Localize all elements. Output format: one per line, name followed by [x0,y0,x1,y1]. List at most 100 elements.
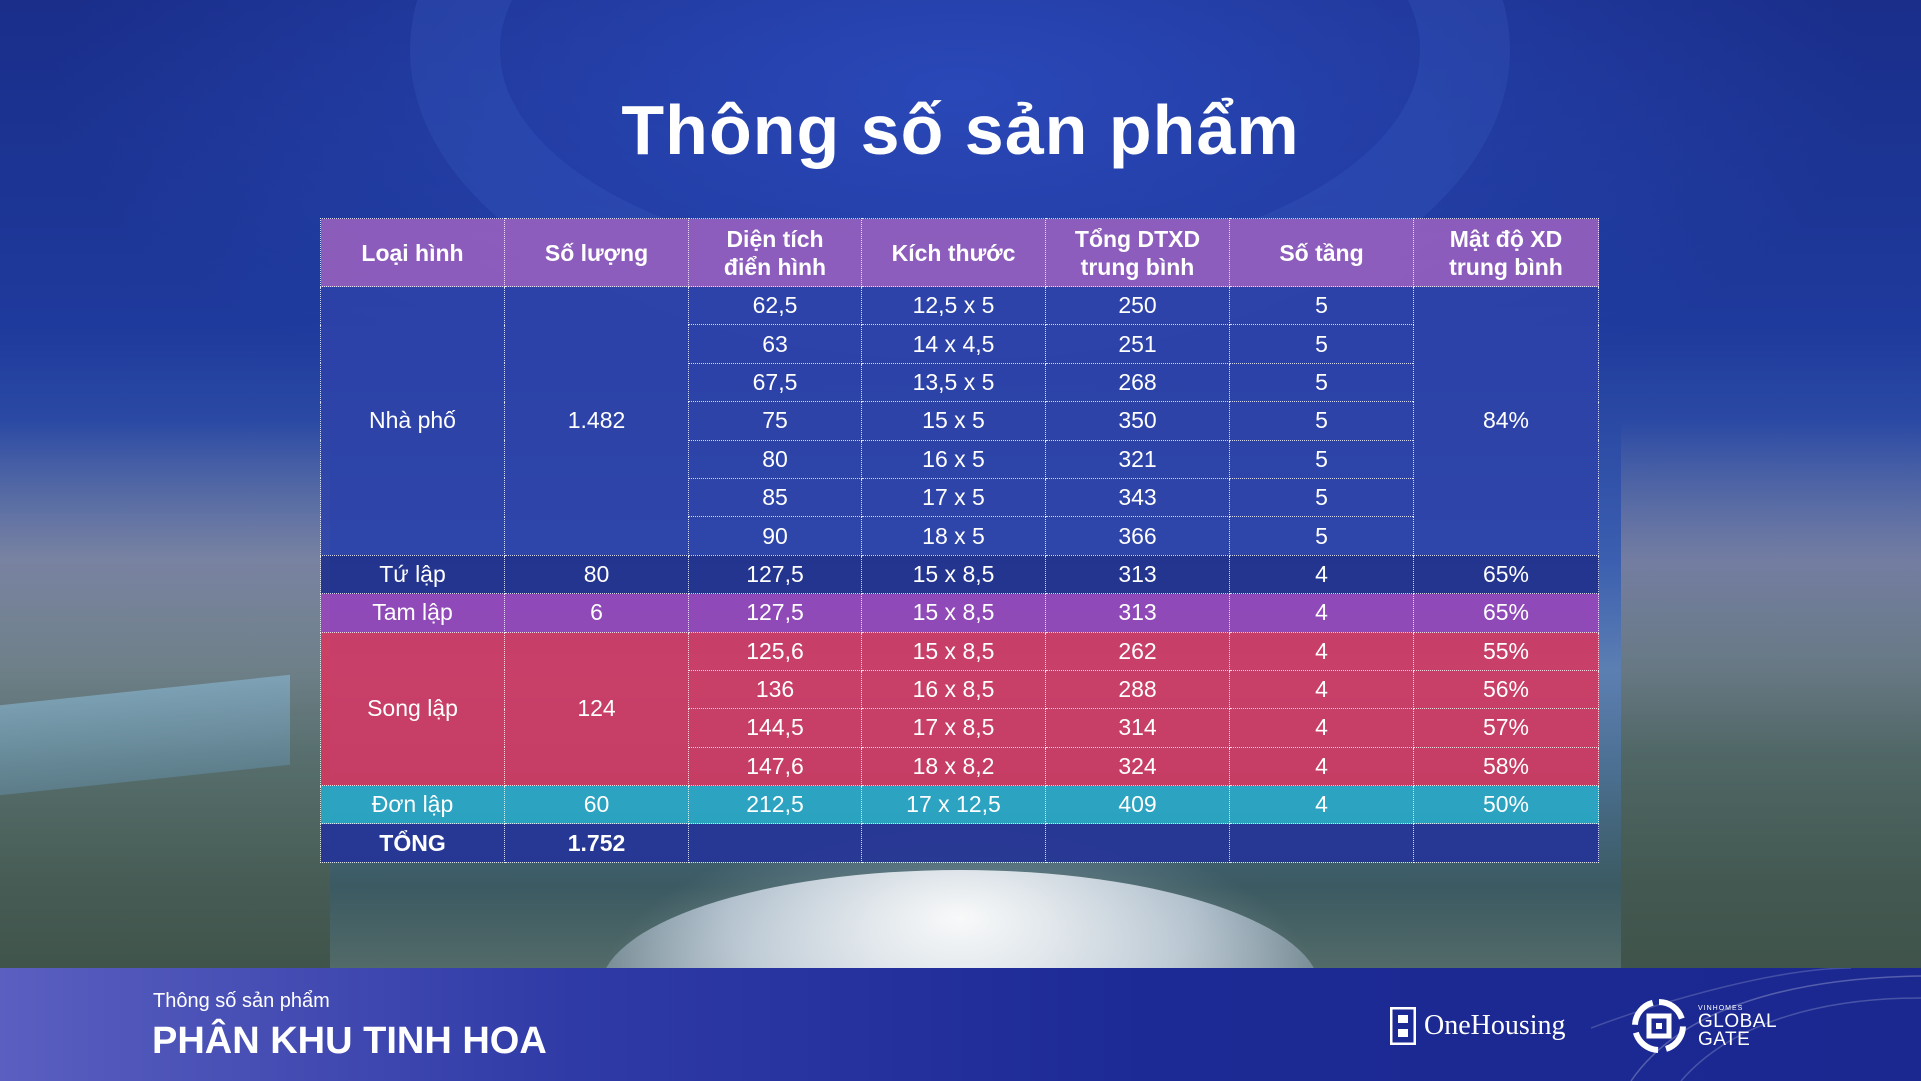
table-row: 75 15 x 5 350 5 [321,401,1599,441]
header-density-line2: trung bình [1449,253,1563,280]
global-gate-wordmark: VINHOMES GLOBAL GATE [1698,1004,1777,1049]
floors-cell: 5 [1229,285,1414,326]
total-quantity: 1.752 [504,823,689,863]
empty-cell [1229,823,1414,863]
total-cell: 268 [1045,362,1230,403]
total-cell: 250 [1045,285,1230,326]
table-row: 90 18 x 5 366 5 [321,516,1599,556]
table-header-row: Loại hình Số lượng Diện tích điển hình Kí… [320,218,1599,287]
area-cell: 144,5 [688,708,862,748]
floors-cell: 5 [1229,516,1414,556]
header-density-line1: Mật độ XD [1449,225,1563,252]
type-cell: Tứ lập [320,554,505,595]
onehousing-icon [1390,1007,1416,1045]
table-row: Tam lập 6 127,5 15 x 8,5 313 4 65% [320,593,1599,633]
type-cell: Nhà phố [320,286,505,556]
empty-cell [1413,823,1599,863]
total-cell: 343 [1045,477,1230,518]
empty-cell [688,823,862,863]
area-cell: 62,5 [688,285,862,326]
total-cell: 313 [1045,593,1230,633]
floors-cell: 4 [1229,746,1414,787]
floors-cell: 4 [1229,785,1414,825]
onehousing-logo: OneHousing [1390,1006,1566,1046]
density-cell: 58% [1413,746,1599,787]
area-cell: 63 [688,324,862,364]
vinhomes-global-gate-logo: VINHOMES GLOBAL GATE [1628,998,1777,1054]
total-cell: 262 [1045,631,1230,671]
area-cell: 75 [688,401,862,441]
size-cell: 15 x 8,5 [861,554,1046,595]
density-cell: 65% [1413,593,1599,633]
footer-subtitle: Thông số sản phẩm [153,990,330,1012]
quantity-cell: 60 [504,785,689,825]
size-cell: 17 x 8,5 [861,708,1046,748]
total-cell: 313 [1045,554,1230,595]
area-cell: 147,6 [688,746,862,787]
header-total: Tổng DTXD trung bình [1045,218,1230,287]
table-row: Song lập 124 125,6 15 x 8,5 262 4 55% [320,631,1599,787]
floors-cell: 4 [1229,669,1414,710]
table-row: 63 14 x 4,5 251 5 [321,324,1599,364]
product-spec-table: Loại hình Số lượng Diện tích điển hình Kí… [320,218,1599,863]
density-cell: 50% [1413,785,1599,825]
size-cell: 15 x 8,5 [861,631,1046,671]
size-cell: 18 x 5 [861,516,1046,556]
total-cell: 314 [1045,708,1230,748]
quantity-cell: 124 [504,631,689,787]
header-total-line2: trung bình [1080,253,1195,280]
density-cell: 84% [1413,286,1599,556]
floors-cell: 5 [1229,401,1414,441]
table-row: Đơn lập 60 212,5 17 x 12,5 409 4 50% [320,785,1599,825]
footer-arc-decoration [1591,968,1921,1081]
size-cell: 17 x 12,5 [861,785,1046,825]
total-label: TỔNG [320,823,505,863]
floors-cell: 5 [1229,324,1414,364]
table-row: 136 16 x 8,5 288 4 56% [321,669,1599,710]
onehousing-wordmark: OneHousing [1424,1010,1566,1041]
floors-cell: 5 [1229,477,1414,518]
gate-label: GATE [1698,1028,1751,1050]
size-cell: 13,5 x 5 [861,362,1046,403]
size-cell: 17 x 5 [861,477,1046,518]
floors-cell: 4 [1229,631,1414,671]
type-cell: Song lập [320,631,505,787]
header-quantity: Số lượng [504,218,689,287]
header-floors: Số tầng [1229,218,1414,287]
table-total-row: TỔNG 1.752 [320,823,1599,863]
total-cell: 324 [1045,746,1230,787]
quantity-cell: 6 [504,593,689,633]
area-cell: 80 [688,439,862,479]
size-cell: 12,5 x 5 [861,285,1046,326]
area-cell: 212,5 [688,785,862,825]
size-cell: 16 x 8,5 [861,669,1046,710]
area-cell: 136 [688,669,862,710]
table-row: 144,5 17 x 8,5 314 4 57% [321,708,1599,748]
quantity-cell: 80 [504,554,689,595]
size-cell: 15 x 5 [861,401,1046,441]
header-area-line1: Diện tích [726,225,824,252]
floors-cell: 4 [1229,593,1414,633]
background-city-right [1621,420,1921,980]
header-area-line2: điển hình [723,253,827,280]
type-cell: Tam lập [320,593,505,633]
area-cell: 125,6 [688,631,862,671]
total-cell: 409 [1045,785,1230,825]
density-cell: 57% [1413,708,1599,748]
header-type: Loại hình [320,218,505,287]
area-cell: 67,5 [688,362,862,403]
size-cell: 16 x 5 [861,439,1046,479]
table-row: Tứ lập 80 127,5 15 x 8,5 313 4 65% [320,554,1599,595]
table-row: 80 16 x 5 321 5 [321,439,1599,479]
vinhomes-label: VINHOMES [1698,1004,1744,1012]
footer-bar: Thông số sản phẩm PHÂN KHU TINH HOA OneH… [0,968,1921,1081]
total-cell: 321 [1045,439,1230,479]
floors-cell: 4 [1229,554,1414,595]
table-row: Nhà phố 1.482 62,5 12,5 x 5 250 5 84% [320,285,1599,556]
header-density: Mật độ XD trung bình [1413,218,1599,287]
area-cell: 127,5 [688,593,862,633]
density-cell: 56% [1413,669,1599,710]
global-gate-icon [1631,999,1686,1053]
floors-cell: 5 [1229,362,1414,403]
